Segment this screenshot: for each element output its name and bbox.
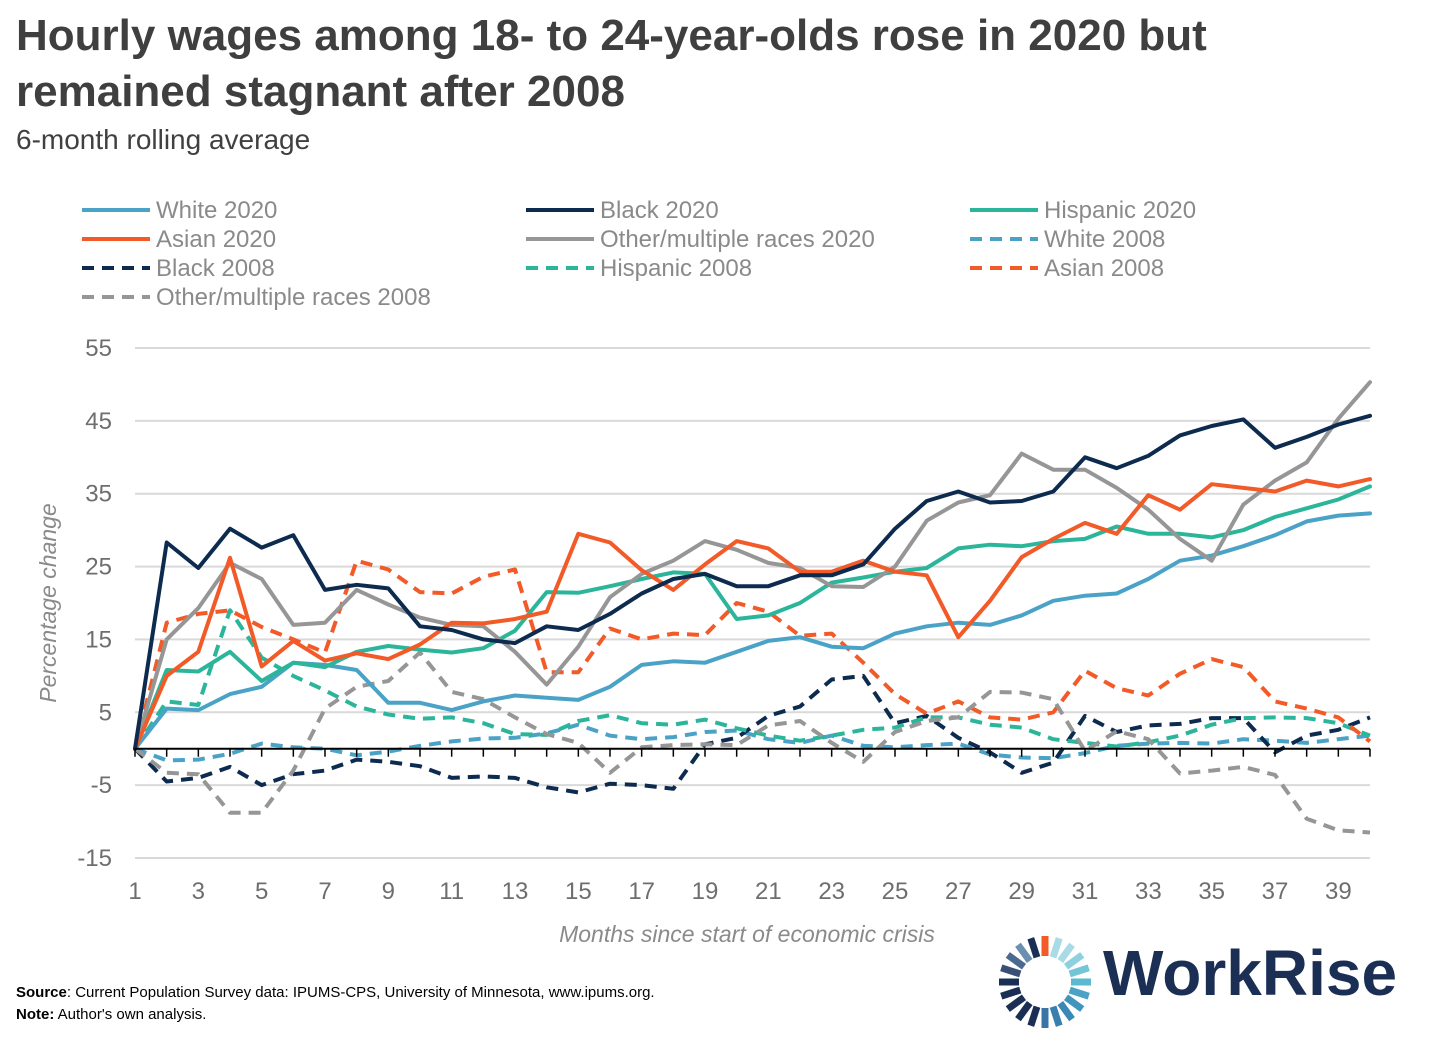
y-tick-label: 35 xyxy=(85,481,112,508)
series-line-other-multiple-races-2008 xyxy=(133,650,1371,835)
series-line-other-multiple-races-2020 xyxy=(133,380,1372,751)
y-axis-label: Percentage change xyxy=(35,503,61,703)
logo-ray xyxy=(1005,994,1027,1012)
x-tick-label: 15 xyxy=(565,878,592,905)
workrise-logo-text: WorkRise xyxy=(1103,937,1398,1009)
workrise-logo-mark-icon xyxy=(999,936,1091,1028)
x-tick-label: 17 xyxy=(628,878,655,905)
chart-title-line-1: Hourly wages among 18- to 24-year-olds r… xyxy=(16,11,1207,60)
source-note: Source: Current Population Survey data: … xyxy=(16,982,655,1026)
y-tick-label: 25 xyxy=(85,554,112,581)
series-line-black-2020 xyxy=(133,413,1372,751)
workrise-logo: WorkRise xyxy=(995,930,1425,1040)
x-axis-label: Months since start of economic crisis xyxy=(559,921,935,947)
y-tick-label: 55 xyxy=(85,335,112,362)
chart-title: Hourly wages among 18- to 24-year-olds r… xyxy=(16,8,1416,120)
x-tick-label: 39 xyxy=(1325,878,1352,905)
logo-ray xyxy=(1000,964,1022,978)
legend-label: Asian 2020 xyxy=(156,226,276,253)
legend-label: Other/multiple races 2008 xyxy=(156,284,431,311)
legend-label: Black 2008 xyxy=(156,255,275,282)
source-label: Source xyxy=(16,984,67,1001)
logo-ray xyxy=(1057,1000,1075,1022)
source-line: Source: Current Population Survey data: … xyxy=(16,982,655,1004)
chart-series xyxy=(133,380,1372,835)
legend-label: White 2008 xyxy=(1044,226,1165,253)
note-text: Author's own analysis. xyxy=(54,1006,207,1023)
x-tick-label: 19 xyxy=(692,878,719,905)
note-line: Note: Author's own analysis. xyxy=(16,1004,655,1026)
x-tick-label: 21 xyxy=(755,878,782,905)
series-line-white-2008 xyxy=(134,722,1371,763)
x-tick-label: 3 xyxy=(192,878,205,905)
x-tick-label: 27 xyxy=(945,878,972,905)
x-tick-label: 9 xyxy=(382,878,395,905)
y-tick-label: 5 xyxy=(99,699,112,726)
chart-subtitle: 6-month rolling average xyxy=(16,124,311,155)
series-line-hispanic-2020 xyxy=(133,484,1372,751)
logo-ray xyxy=(1015,942,1033,964)
series-line-asian-2020 xyxy=(133,477,1372,751)
series-line-hispanic-2008 xyxy=(133,608,1371,750)
series-line-black-2008 xyxy=(133,673,1371,795)
logo-ray xyxy=(1068,986,1090,1000)
logo-ray xyxy=(1063,994,1085,1012)
logo-ray xyxy=(1027,1005,1041,1027)
note-label: Note: xyxy=(16,1006,55,1023)
chart-title-line-2: remained stagnant after 2008 xyxy=(16,67,625,116)
chart-legend: White 2020 Black 2020 Hispanic 2020 Asian 2… xyxy=(82,197,1196,311)
y-tick-label: 15 xyxy=(85,626,112,653)
logo-ray xyxy=(1068,964,1090,978)
x-tick-label: 31 xyxy=(1072,878,1099,905)
x-tick-label: 35 xyxy=(1198,878,1225,905)
x-tick-label: 23 xyxy=(818,878,845,905)
y-tick-label: -5 xyxy=(91,772,112,799)
x-tick-label: 37 xyxy=(1262,878,1289,905)
x-tick-label: 33 xyxy=(1135,878,1162,905)
logo-ray xyxy=(1027,937,1041,959)
logo-ray xyxy=(1005,952,1027,970)
x-tick-label: 1 xyxy=(128,878,141,905)
legend-label: White 2020 xyxy=(156,197,277,224)
chart-grid xyxy=(135,347,1370,859)
logo-ray xyxy=(1049,937,1063,959)
legend-label: Hispanic 2008 xyxy=(600,255,752,282)
logo-ray xyxy=(1015,1000,1033,1022)
legend-label: Asian 2008 xyxy=(1044,255,1164,282)
x-tick-label: 5 xyxy=(255,878,268,905)
x-tick-label: 13 xyxy=(502,878,529,905)
x-tick-label: 29 xyxy=(1008,878,1035,905)
series-line-white-2020 xyxy=(133,511,1372,751)
logo-ray xyxy=(1000,986,1022,1000)
legend-label: Black 2020 xyxy=(600,197,719,224)
x-tick-label: 11 xyxy=(439,878,464,905)
x-tick-label: 25 xyxy=(882,878,909,905)
y-tick-label: -15 xyxy=(77,845,112,872)
logo-ray xyxy=(1057,942,1075,964)
logo-ray xyxy=(1063,952,1085,970)
legend-label: Other/multiple races 2020 xyxy=(600,226,875,253)
legend-label: Hispanic 2020 xyxy=(1044,197,1196,224)
y-tick-label: 45 xyxy=(85,408,112,435)
x-tick-label: 7 xyxy=(318,878,331,905)
logo-ray xyxy=(1049,1005,1063,1027)
source-text: : Current Population Survey data: IPUMS-… xyxy=(66,984,655,1001)
